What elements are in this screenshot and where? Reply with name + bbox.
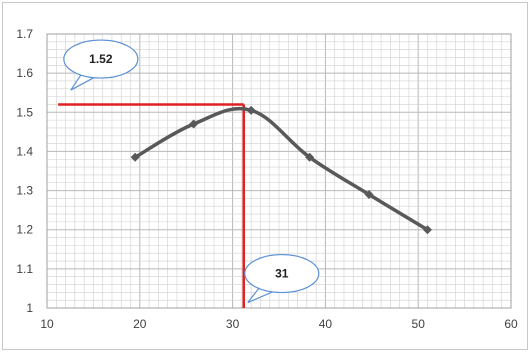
y-tick-label: 1.1	[16, 262, 33, 276]
callout-label: 31	[275, 267, 289, 281]
x-tick-label: 20	[133, 317, 147, 331]
callout-ellipse	[244, 253, 320, 294]
data-point-marker	[422, 225, 432, 235]
callout-label: 1.52	[89, 52, 113, 66]
callouts: 1.52 31	[63, 39, 320, 304]
y-tick-label: 1.4	[16, 144, 33, 158]
x-tick-label: 10	[40, 317, 54, 331]
guide-lines	[58, 103, 245, 308]
data-point-marker	[130, 152, 140, 162]
callout-bubble: 1.52	[63, 39, 139, 91]
y-tick-label: 1.7	[16, 27, 33, 41]
axis-ticks: 10 20 30 40 50 60 1 1.1 1.2 1.3 1.4 1.5 1.6 1.7	[16, 27, 518, 331]
line-chart: 10 20 30 40 50 60 1 1.1 1.2 1.3 1.4 1.5 1.6 1.7 1.52 3…	[16, 27, 518, 331]
x-tick-label: 40	[319, 317, 333, 331]
data-point-marker	[364, 189, 374, 199]
y-tick-label: 1	[26, 301, 33, 315]
callout-bubble: 31	[244, 253, 320, 304]
y-tick-label: 1.2	[16, 223, 33, 237]
y-tick-label: 1.3	[16, 184, 33, 198]
data-point-marker	[305, 152, 315, 162]
plot-border	[46, 33, 512, 309]
chart-frame: 10 20 30 40 50 60 1 1.1 1.2 1.3 1.4 1.5 1.6 1.7 1.52 3…	[2, 2, 528, 350]
y-tick-label: 1.6	[16, 66, 33, 80]
series-group	[130, 105, 432, 235]
data-point-marker	[246, 105, 256, 115]
data-point-marker	[189, 119, 199, 129]
series-line	[133, 107, 430, 232]
callout-ellipse	[63, 39, 139, 79]
x-tick-label: 30	[226, 317, 240, 331]
x-tick-label: 50	[412, 317, 426, 331]
y-tick-label: 1.5	[16, 105, 33, 119]
x-tick-label: 60	[504, 317, 518, 331]
